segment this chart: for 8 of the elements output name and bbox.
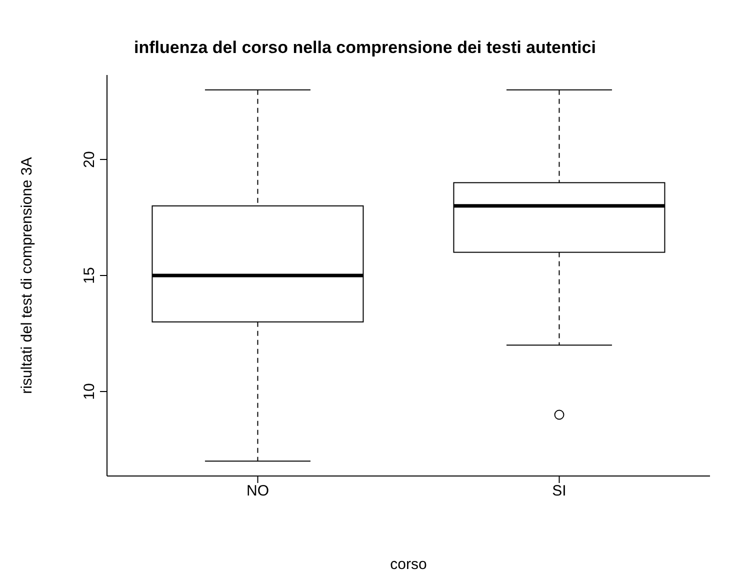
y-tick-label: 15 [81, 267, 98, 284]
x-tick-label: SI [552, 482, 566, 500]
chart-title: influenza del corso nella comprensione dei testi autentici [133, 37, 597, 59]
y-axis-title: risultati del test di comprensione 3A [18, 157, 36, 394]
x-tick-label: NO [246, 482, 269, 500]
y-tick-label: 20 [81, 151, 98, 168]
y-tick-label: 10 [81, 383, 98, 400]
x-axis-title: corso [390, 556, 427, 573]
